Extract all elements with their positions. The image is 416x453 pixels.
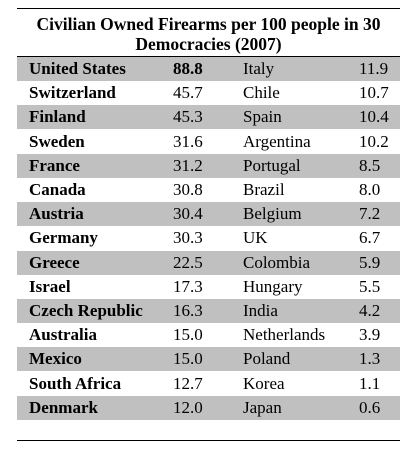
value-left: 31.2 (173, 154, 203, 178)
value-left: 88.8 (173, 57, 203, 81)
table-row: South Africa 12.7 Korea 1.1 (17, 372, 400, 396)
value-right: 6.7 (359, 226, 380, 250)
country-left: Greece (29, 251, 80, 275)
table-row: Australia 15.0 Netherlands 3.9 (17, 323, 400, 347)
value-right: 0.6 (359, 396, 380, 420)
value-right: 1.3 (359, 347, 380, 371)
value-left: 45.3 (173, 105, 203, 129)
value-left: 17.3 (173, 275, 203, 299)
country-right: Spain (243, 105, 282, 129)
country-right: Belgium (243, 202, 302, 226)
table-row: Germany 30.3 UK 6.7 (17, 226, 400, 250)
table-row: United States 88.8 Italy 11.9 (17, 57, 400, 81)
country-left: Austria (29, 202, 84, 226)
country-right: Japan (243, 396, 282, 420)
value-right: 11.9 (359, 57, 388, 81)
country-right: Portugal (243, 154, 301, 178)
country-left: Sweden (29, 130, 85, 154)
country-left: Mexico (29, 347, 82, 371)
value-left: 30.3 (173, 226, 203, 250)
value-right: 3.9 (359, 323, 380, 347)
country-left: France (29, 154, 80, 178)
value-left: 12.0 (173, 396, 203, 420)
value-left: 12.7 (173, 372, 203, 396)
value-left: 30.4 (173, 202, 203, 226)
value-left: 45.7 (173, 81, 203, 105)
country-right: Poland (243, 347, 290, 371)
country-left: Australia (29, 323, 97, 347)
bottom-rule (17, 440, 400, 441)
value-left: 15.0 (173, 347, 203, 371)
table-title: Civilian Owned Firearms per 100 people i… (17, 14, 400, 54)
value-left: 30.8 (173, 178, 203, 202)
table-row: Czech Republic 16.3 India 4.2 (17, 299, 400, 323)
table-row: France 31.2 Portugal 8.5 (17, 154, 400, 178)
country-right: Argentina (243, 130, 311, 154)
country-right: Netherlands (243, 323, 325, 347)
table-row: Denmark 12.0 Japan 0.6 (17, 396, 400, 420)
country-left: United States (29, 57, 126, 81)
top-rule (17, 8, 400, 9)
table-row: Israel 17.3 Hungary 5.5 (17, 275, 400, 299)
value-right: 10.2 (359, 130, 389, 154)
value-right: 10.7 (359, 81, 389, 105)
country-right: Brazil (243, 178, 285, 202)
table-row: Sweden 31.6 Argentina 10.2 (17, 130, 400, 154)
country-left: Canada (29, 178, 86, 202)
value-right: 5.5 (359, 275, 380, 299)
country-right: Chile (243, 81, 280, 105)
country-left: Czech Republic (29, 299, 143, 323)
country-left: Denmark (29, 396, 98, 420)
table-row: Switzerland 45.7 Chile 10.7 (17, 81, 400, 105)
country-right: Italy (243, 57, 274, 81)
value-left: 22.5 (173, 251, 203, 275)
table-row: Mexico 15.0 Poland 1.3 (17, 347, 400, 371)
value-right: 4.2 (359, 299, 380, 323)
table-row: Finland 45.3 Spain 10.4 (17, 105, 400, 129)
country-left: Switzerland (29, 81, 116, 105)
country-right: Colombia (243, 251, 310, 275)
country-left: Germany (29, 226, 98, 250)
table-row: Greece 22.5 Colombia 5.9 (17, 251, 400, 275)
country-left: South Africa (29, 372, 121, 396)
country-right: UK (243, 226, 268, 250)
table-row: Austria 30.4 Belgium 7.2 (17, 202, 400, 226)
value-right: 8.5 (359, 154, 380, 178)
value-right: 5.9 (359, 251, 380, 275)
value-right: 1.1 (359, 372, 380, 396)
value-right: 10.4 (359, 105, 389, 129)
country-right: Korea (243, 372, 285, 396)
country-right: India (243, 299, 278, 323)
value-left: 16.3 (173, 299, 203, 323)
country-right: Hungary (243, 275, 302, 299)
value-right: 8.0 (359, 178, 380, 202)
value-left: 31.6 (173, 130, 203, 154)
country-left: Israel (29, 275, 71, 299)
country-left: Finland (29, 105, 86, 129)
value-left: 15.0 (173, 323, 203, 347)
value-right: 7.2 (359, 202, 380, 226)
table-row: Canada 30.8 Brazil 8.0 (17, 178, 400, 202)
